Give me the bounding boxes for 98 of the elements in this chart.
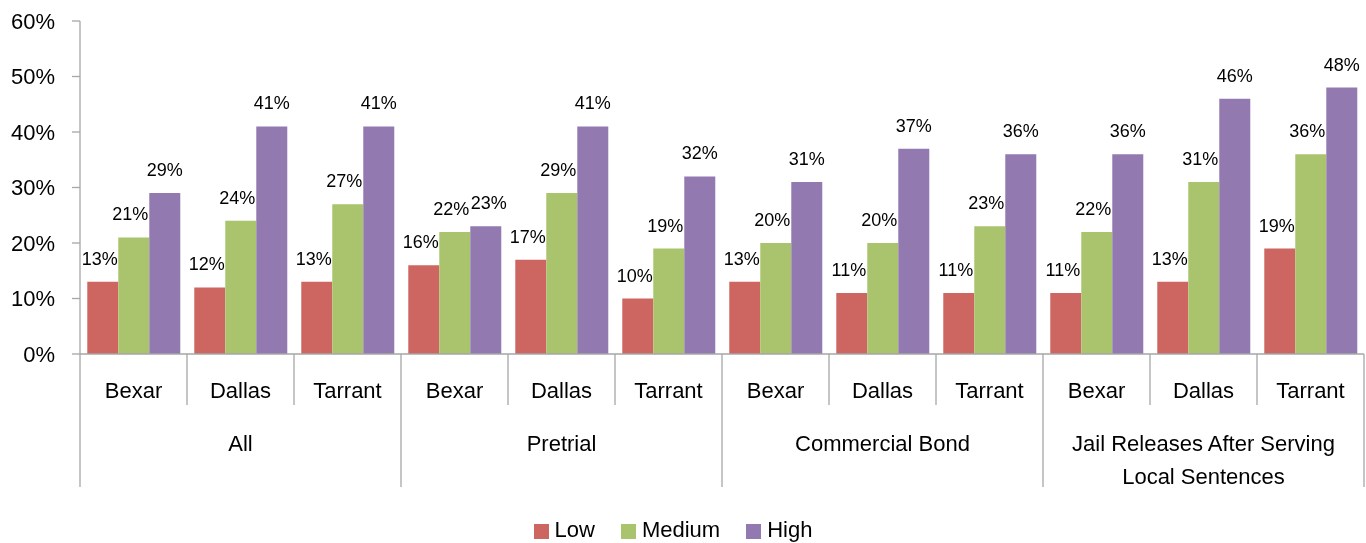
data-label: 21% — [112, 204, 149, 225]
y-tick-label: 50% — [10, 64, 55, 90]
data-label: 41% — [253, 93, 290, 114]
bar — [225, 220, 257, 354]
bar — [729, 281, 761, 354]
data-label: 11% — [831, 259, 867, 280]
bar — [87, 281, 119, 354]
x-tick-label: Dallas — [851, 377, 914, 403]
data-label: 41% — [360, 93, 397, 114]
x-tick-label: Bexar — [746, 377, 805, 403]
bar — [439, 231, 471, 354]
bar — [622, 298, 654, 354]
bar — [1295, 154, 1327, 354]
x-tick-label: Bexar — [104, 377, 163, 403]
bar — [515, 259, 547, 354]
data-label: 17% — [509, 226, 546, 247]
data-label: 16% — [402, 232, 439, 253]
x-tick-label: Dallas — [1172, 377, 1235, 403]
data-label: 13% — [81, 248, 118, 269]
data-label: 48% — [1323, 54, 1360, 75]
bar — [149, 193, 181, 354]
data-label: 22% — [1075, 198, 1112, 219]
legend-label: Low — [554, 517, 595, 542]
text: Jail Releases After Serving Local Sentences — [1072, 430, 1335, 489]
bar — [1188, 181, 1220, 354]
data-label: 29% — [540, 160, 577, 181]
x-tick-label: Tarrant — [313, 377, 382, 403]
bar — [1326, 87, 1358, 354]
data-label: 27% — [326, 171, 363, 192]
bar — [577, 126, 609, 354]
data-label: 29% — [146, 160, 183, 181]
bar — [684, 176, 716, 354]
data-label: 11% — [1045, 259, 1081, 280]
data-label: 20% — [754, 210, 791, 230]
data-label: 20% — [861, 210, 898, 230]
y-tick-label: 30% — [10, 175, 55, 201]
data-label: 36% — [1109, 121, 1146, 142]
x-tick-label: Tarrant — [955, 377, 1024, 403]
data-label: 23% — [968, 193, 1005, 214]
bar — [1005, 154, 1037, 354]
y-tick-label: 20% — [10, 230, 55, 256]
y-tick-label: 40% — [10, 119, 55, 145]
text: All — [228, 430, 253, 456]
bar — [470, 226, 502, 354]
bar — [653, 248, 685, 354]
bar — [867, 243, 899, 354]
bar — [1050, 292, 1082, 354]
legend-label: High — [767, 517, 813, 542]
data-label: 13% — [1151, 248, 1188, 269]
bar — [760, 243, 792, 354]
x-tick-label: Dallas — [530, 377, 593, 403]
data-label: 37% — [895, 115, 932, 136]
data-label: 19% — [647, 215, 684, 236]
bar — [301, 281, 333, 354]
x-tick-label: Tarrant — [634, 377, 703, 403]
legend-label: Medium — [641, 517, 721, 542]
x-tick-label: Tarrant — [1276, 377, 1345, 403]
data-label: 11% — [938, 259, 974, 280]
bar — [408, 265, 440, 354]
data-label: 36% — [1002, 121, 1039, 142]
bar — [118, 237, 150, 354]
bar — [194, 287, 226, 354]
bar — [1219, 98, 1251, 354]
bar — [836, 292, 868, 354]
data-label: 13% — [723, 248, 760, 269]
text: Pretrial — [526, 430, 597, 456]
x-tick-label: Bexar — [1067, 377, 1126, 403]
data-label: 36% — [1289, 121, 1326, 142]
bar — [1157, 281, 1189, 354]
data-label: 19% — [1258, 215, 1295, 236]
data-label: 22% — [433, 198, 470, 219]
x-tick-label: Dallas — [209, 377, 272, 403]
data-label: 31% — [1182, 148, 1219, 169]
bar — [332, 204, 364, 354]
bar — [974, 226, 1006, 354]
bar — [1081, 231, 1113, 354]
data-label: 23% — [470, 193, 507, 214]
data-label: 31% — [788, 148, 825, 169]
x-tick-label: Bexar — [425, 377, 484, 403]
data-label: 24% — [219, 187, 256, 208]
bar — [943, 292, 975, 354]
bar — [898, 148, 930, 354]
data-label: 12% — [188, 254, 225, 275]
data-label: 41% — [574, 93, 611, 114]
data-label: 46% — [1216, 65, 1253, 86]
data-label: 10% — [616, 265, 653, 286]
y-tick-label: 0% — [23, 341, 55, 367]
bar — [791, 181, 823, 354]
bar — [546, 193, 578, 354]
y-tick-label: 60% — [10, 8, 55, 34]
y-tick-label: 10% — [10, 286, 55, 312]
data-label: 32% — [681, 143, 718, 164]
data-label: 13% — [295, 248, 332, 269]
bar — [1264, 248, 1296, 354]
bar — [256, 126, 288, 354]
text: Commercial Bond — [795, 430, 970, 456]
bar — [1112, 154, 1144, 354]
bar — [363, 126, 395, 354]
